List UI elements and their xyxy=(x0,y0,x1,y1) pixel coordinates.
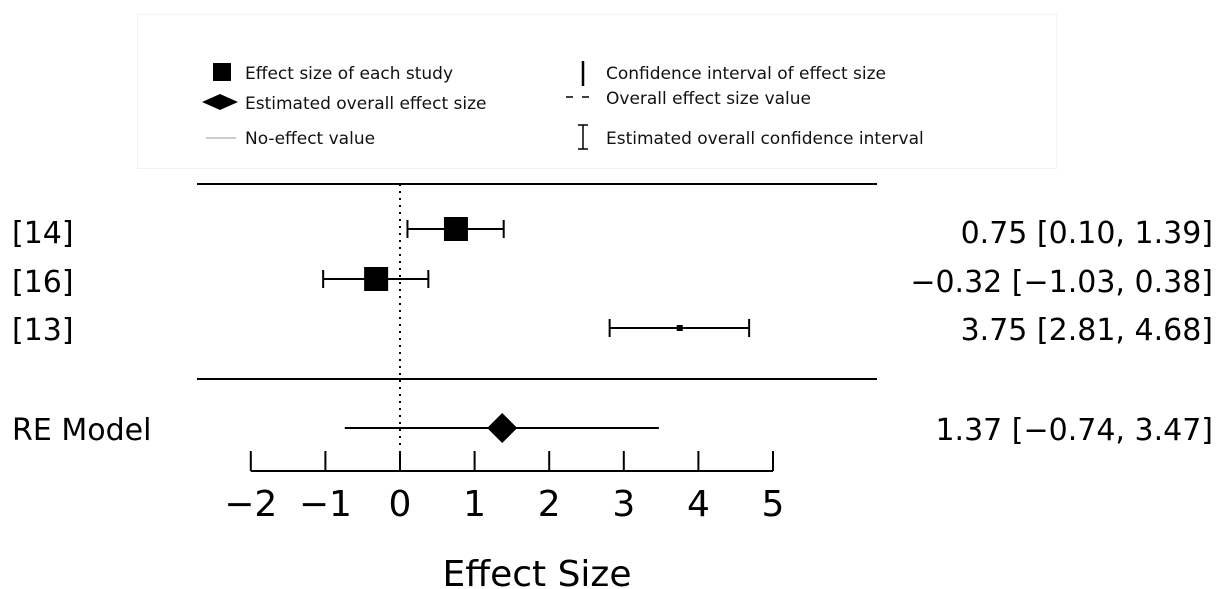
legend-diamond-icon xyxy=(202,94,238,110)
study-row: [14] 0.75 [0.10, 1.39] xyxy=(12,216,1213,251)
x-tick-label: 0 xyxy=(389,484,412,525)
x-tick-label: −2 xyxy=(224,484,277,525)
study-effect-marker xyxy=(676,325,683,331)
x-tick-label: 4 xyxy=(687,484,710,525)
legend-i-beam-icon xyxy=(578,124,588,150)
x-tick-label: 2 xyxy=(538,484,561,525)
study-estimate-text: 0.75 [0.10, 1.39] xyxy=(961,216,1213,251)
legend-label-overall-value: Overall effect size value xyxy=(606,89,811,109)
x-tick-label: 3 xyxy=(612,484,635,525)
study-effect-marker xyxy=(443,217,468,241)
summary-row: RE Model 1.37 [−0.74, 3.47] xyxy=(12,413,1213,448)
legend-label-no-effect: No-effect value xyxy=(245,129,375,149)
legend-panel xyxy=(138,15,1056,168)
legend-label-ci: Confidence interval of effect size xyxy=(606,64,886,84)
x-tick-label: 5 xyxy=(762,484,785,525)
x-axis: −2 −1 0 1 2 3 4 5 xyxy=(224,451,784,525)
x-tick-label: 1 xyxy=(463,484,486,525)
legend-label-overall-effect: Estimated overall effect size xyxy=(245,94,486,114)
legend: Effect size of each study Estimated over… xyxy=(202,61,924,150)
legend-label-overall-ci: Estimated overall confidence interval xyxy=(606,129,924,149)
study-estimate-text: −0.32 [−1.03, 0.38] xyxy=(910,265,1213,300)
study-estimate-text: 3.75 [2.81, 4.68] xyxy=(961,313,1213,348)
x-axis-title: Effect Size xyxy=(443,554,632,589)
summary-label: RE Model xyxy=(12,413,151,448)
summary-diamond-marker xyxy=(487,413,518,443)
legend-square-icon xyxy=(213,63,231,81)
study-effect-marker xyxy=(364,267,389,291)
study-row: [16] −0.32 [−1.03, 0.38] xyxy=(12,265,1213,300)
x-tick-label: −1 xyxy=(299,484,352,525)
study-row: [13] 3.75 [2.81, 4.68] xyxy=(12,313,1213,348)
legend-label-effect-size: Effect size of each study xyxy=(245,64,453,84)
summary-estimate-text: 1.37 [−0.74, 3.47] xyxy=(935,413,1213,448)
study-label: [13] xyxy=(12,313,74,348)
study-label: [14] xyxy=(12,216,74,251)
study-label: [16] xyxy=(12,265,74,300)
